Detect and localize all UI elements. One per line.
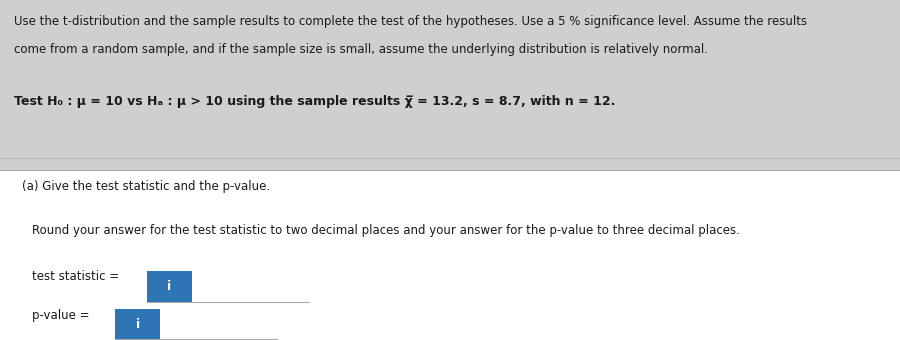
Text: i: i [167, 280, 171, 293]
Text: i: i [136, 318, 140, 330]
FancyBboxPatch shape [147, 271, 192, 302]
FancyBboxPatch shape [115, 309, 160, 339]
Text: test statistic =: test statistic = [32, 270, 119, 283]
Text: p-value =: p-value = [32, 309, 89, 322]
Text: (a) Give the test statistic and the p-value.: (a) Give the test statistic and the p-va… [22, 180, 271, 193]
Text: Test H₀ : μ = 10 vs Hₐ : μ > 10 using the sample results χ̅ = 13.2, s = 8.7, wit: Test H₀ : μ = 10 vs Hₐ : μ > 10 using th… [14, 95, 615, 108]
Text: Round your answer for the test statistic to two decimal places and your answer f: Round your answer for the test statistic… [32, 224, 740, 237]
Text: come from a random sample, and if the sample size is small, assume the underlyin: come from a random sample, and if the sa… [14, 42, 707, 55]
Text: Use the t-distribution and the sample results to complete the test of the hypoth: Use the t-distribution and the sample re… [14, 15, 806, 28]
FancyBboxPatch shape [0, 170, 900, 340]
